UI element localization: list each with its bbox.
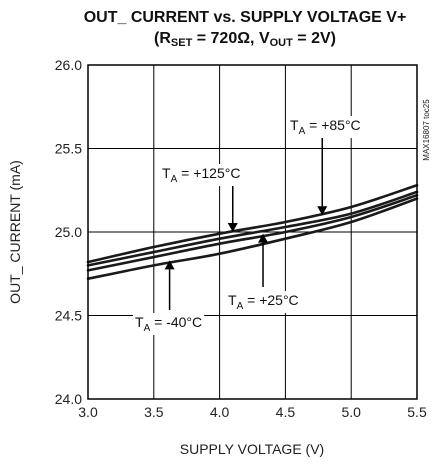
x-tick-label-4: 5.0	[341, 404, 361, 420]
y-tick-label-1: 24.5	[55, 308, 82, 324]
y-tick-label-2: 25.0	[55, 224, 82, 240]
annotation-bg-2	[226, 291, 301, 313]
y-tick-labels: 24.0 24.5 25.0 25.5 26.0	[55, 57, 82, 407]
x-tick-label-5: 5.5	[407, 404, 427, 420]
x-tick-label-2: 4.0	[210, 404, 230, 420]
series-group	[86, 183, 419, 281]
title-part-5: = 2V)	[293, 30, 336, 47]
annotation-label-1: TA = +85°C	[290, 117, 361, 137]
x-tick-labels: 3.0 3.5 4.0 4.5 5.0 5.5	[78, 404, 427, 420]
annotation-arrow-head-0	[227, 223, 238, 232]
annotation-t-2: T	[228, 292, 237, 308]
annotation-labels: TA = +125°CTA = +85°CTA = +25°CTA = -40°…	[133, 116, 363, 335]
series-line-1	[86, 190, 419, 267]
annotation-bg-0	[160, 164, 243, 186]
side-note: MAX16807 toc25	[422, 99, 431, 161]
annotation-sub-2: A	[237, 301, 244, 312]
annotation-t-0: T	[162, 165, 171, 181]
y-axis-label: OUT_ CURRENT (mA)	[7, 160, 23, 304]
annotation-label-3: TA = -40°C	[135, 314, 202, 334]
x-tick-label-0: 3.0	[78, 404, 98, 420]
annotation-arrow-head-1	[317, 206, 328, 216]
y-tick-label-0: 24.0	[55, 391, 82, 407]
x-tick-label-1: 3.5	[144, 404, 164, 420]
annotation-sub-0: A	[171, 174, 178, 185]
annotation-value-2: = +25°C	[243, 292, 298, 308]
chart-title-line2: (RSET = 720Ω, VOUT = 2V)	[154, 30, 336, 49]
chart-title-line1: OUT_ CURRENT vs. SUPPLY VOLTAGE V+	[84, 9, 407, 26]
annotation-value-3: = -40°C	[150, 314, 202, 330]
x-axis-label: SUPPLY VOLTAGE (V)	[180, 441, 324, 457]
annotation-value-1: = +85°C	[305, 117, 360, 133]
plot-frame	[87, 64, 418, 400]
title-sub-1: SET	[171, 37, 193, 49]
annotation-arrows	[164, 138, 328, 310]
y-tick-label-4: 26.0	[55, 57, 82, 73]
annotation-sub-1: A	[299, 126, 306, 137]
title-sub-2: OUT	[270, 37, 294, 49]
annotation-arrow-head-2	[258, 233, 269, 243]
series-line-2	[86, 193, 419, 272]
y-tick-label-3: 25.5	[55, 141, 82, 157]
annotation-bg-3	[133, 313, 205, 335]
annotation-t-1: T	[290, 117, 299, 133]
annotation-label-2: TA = +25°C	[228, 292, 299, 312]
annotation-value-0: = +125°C	[177, 165, 240, 181]
annotation-sub-3: A	[144, 323, 151, 334]
annotation-bg-1	[288, 116, 363, 138]
x-tick-label-3: 4.5	[276, 404, 296, 420]
annotation-label-0: TA = +125°C	[162, 165, 240, 185]
annotation-t-3: T	[135, 314, 144, 330]
annotation-arrow-head-3	[164, 260, 175, 270]
title-part-3: = 720Ω, V	[192, 30, 270, 47]
series-line-0	[86, 183, 419, 264]
series-line-3	[86, 197, 419, 281]
title-part-1: (R	[154, 30, 171, 47]
